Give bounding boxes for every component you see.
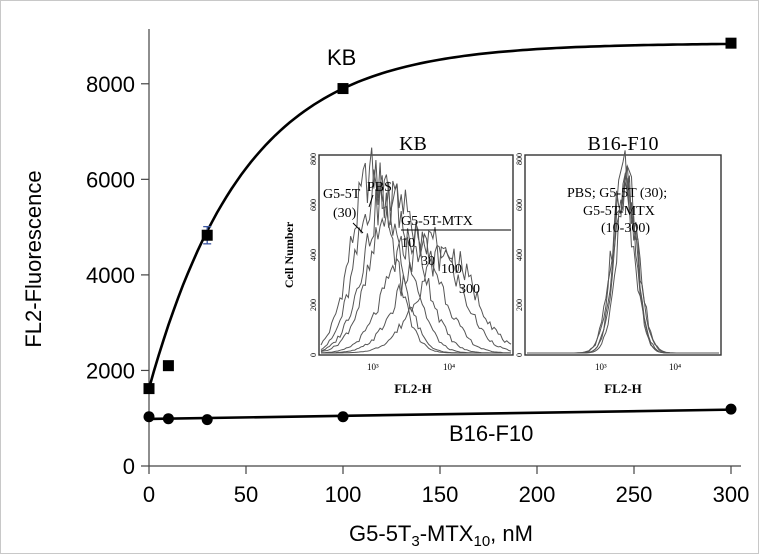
x-ticks: 0 50 100 150 200 250 300 [143,466,749,507]
inset-kb-annot-100: 100 [441,262,462,277]
series-label-kb: KB [327,45,356,70]
x-tick-label: 150 [422,482,459,507]
inset-b16-annot-line2: G5-5T-MTX [583,204,655,219]
inset-kb-ytick-800: 800 [309,153,318,165]
b16f10-data-point [337,411,349,423]
inset-kb: KB Cell Number 0 200 400 600 800 10³ 10⁴… [282,133,514,396]
b16f10-histogram-trace [527,150,719,354]
inset-kb-histograms [320,147,512,354]
b16f10-fit-curve [148,408,732,421]
x-tick-label: 200 [519,482,556,507]
y-tick-label: 0 [123,454,135,479]
b16f10-data-point [162,413,174,425]
inset-kb-ytick-0: 0 [309,353,318,357]
y-axis-label: FL2-Fluorescence [21,170,46,347]
y-tick-label: 2000 [86,358,135,383]
inset-b16-ytick-200: 200 [515,299,524,311]
inset-kb-annot-g55t: G5-5T [323,187,361,202]
y-tick-label: 6000 [86,167,135,192]
data-points [143,37,737,426]
inset-b16f10: B16-F10 0 200 400 600 800 10³ 10⁴ FL2-H … [515,133,722,396]
kb-histogram-trace [320,174,511,354]
b16f10-data-point [143,411,155,423]
y-tick-label: 8000 [86,72,135,97]
inset-b16-ytick-800: 800 [515,153,524,165]
inset-kb-ytick-600: 600 [309,199,318,211]
inset-b16-annot-line1: PBS; G5-5T (30); [567,186,667,201]
inset-kb-arrow-pbs [368,194,374,208]
b16f10-data-point [725,403,737,415]
b16f10-histogram-trace [527,181,719,354]
inset-kb-plot-box [318,154,514,356]
inset-kb-ytick-400: 400 [309,249,318,261]
kb-data-point [162,360,174,372]
inset-b16-ytick-0: 0 [515,353,524,357]
inset-b16-title: B16-F10 [587,133,658,155]
kb-data-point [725,37,737,49]
kb-histogram-trace [321,226,512,354]
inset-b16-xlabel: FL2-H [604,381,642,396]
x-axis-label: G5-5T3-MTX10, nM [349,521,533,550]
inset-b16-plot-box [524,154,722,356]
inset-kb-arrow-g55t [352,222,364,234]
inset-b16-histograms [527,150,719,354]
kb-histogram-trace [320,223,512,354]
inset-kb-annot-30b: 30 [421,254,435,269]
inset-kb-annot-pbs: PBS [367,180,392,195]
x-tick-label: 0 [143,482,155,507]
inset-kb-annot-10: 10 [401,236,415,251]
kb-data-point [201,229,213,241]
kb-fit-curve [147,42,731,389]
inset-b16-xtick-1e4: 10⁴ [669,362,681,372]
inset-kb-ytick-200: 200 [309,299,318,311]
inset-b16-ytick-600: 600 [515,199,524,211]
inset-kb-ylabel: Cell Number [282,221,296,288]
x-tick-label: 300 [713,482,750,507]
inset-b16-annot-line3: (10-300) [601,221,650,236]
inset-kb-annot-300: 300 [459,282,480,297]
inset-b16-ytick-400: 400 [515,249,524,261]
inset-kb-xtick-1e4: 10⁴ [443,362,455,372]
kb-data-point [143,383,155,395]
inset-b16-xtick-1e3: 10³ [595,362,607,372]
series-label-b16f10: B16-F10 [449,421,533,446]
b16f10-data-point [201,414,213,426]
x-tick-label: 50 [234,482,258,507]
inset-kb-annot-30: (30) [333,206,357,221]
kb-histogram-trace [321,244,512,354]
kb-histogram-trace [320,180,511,354]
x-tick-label: 250 [616,482,653,507]
x-tick-label: 100 [325,482,362,507]
inset-kb-xtick-1e3: 10³ [367,362,379,372]
inset-kb-xlabel: FL2-H [394,381,432,396]
y-tick-label: 4000 [86,263,135,288]
inset-kb-annot-mtx: G5-5T-MTX [401,214,473,229]
inset-kb-title: KB [399,133,427,155]
y-ticks: 0 2000 4000 6000 8000 [86,72,149,479]
kb-data-point [337,83,349,95]
